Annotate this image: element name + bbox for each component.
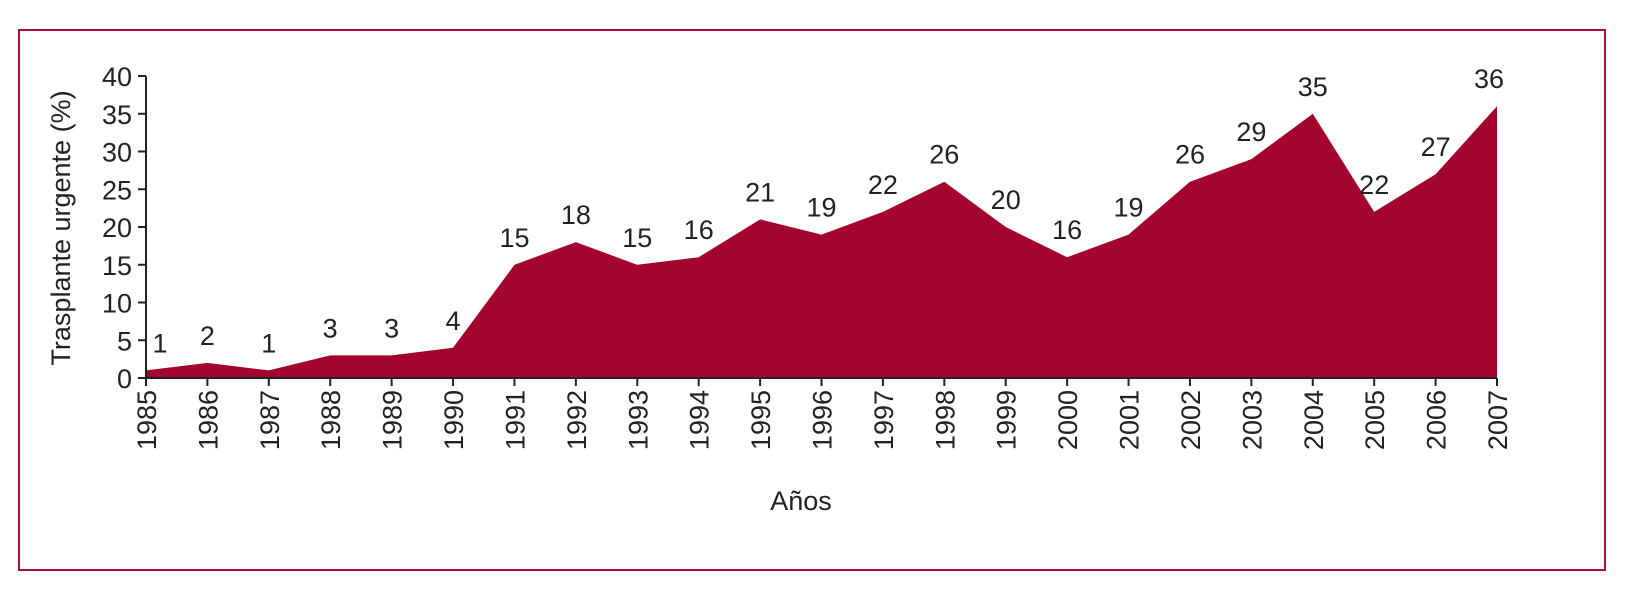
y-tick-label: 30 [102, 138, 132, 168]
y-tick-label: 10 [102, 289, 132, 319]
x-tick-label: 2001 [1115, 390, 1145, 450]
data-label: 35 [1298, 72, 1328, 102]
x-tick-label: 1989 [378, 390, 408, 450]
y-tick-label: 35 [102, 100, 132, 130]
data-label: 22 [1359, 170, 1389, 200]
data-label: 4 [445, 306, 460, 336]
data-label: 19 [806, 193, 836, 223]
data-label: 18 [561, 200, 591, 230]
x-axis-title: Años [770, 486, 832, 516]
x-tick-label: 1985 [132, 390, 162, 450]
axes [138, 75, 1498, 386]
y-tick-labels: 0 5 10 15 20 25 30 35 40 [102, 62, 132, 394]
data-label: 36 [1474, 64, 1504, 94]
x-tick-label: 2000 [1053, 390, 1083, 450]
data-label: 19 [1113, 193, 1143, 223]
y-tick-label: 25 [102, 175, 132, 205]
data-label: 27 [1421, 132, 1451, 162]
y-tick-label: 0 [117, 364, 132, 394]
x-tick-label: 1993 [623, 390, 653, 450]
x-tick-label: 1996 [808, 390, 838, 450]
y-tick-label: 20 [102, 213, 132, 243]
x-tick-label: 1988 [316, 390, 346, 450]
x-tick-label: 1995 [746, 390, 776, 450]
data-label: 3 [384, 313, 399, 343]
y-tick-label: 15 [102, 251, 132, 281]
x-tick-label: 2006 [1422, 390, 1452, 450]
y-axis-title: Trasplante urgente (%) [46, 90, 76, 365]
data-label: 1 [152, 328, 167, 358]
x-tick-label: 2002 [1176, 390, 1206, 450]
data-label: 16 [1052, 215, 1082, 245]
area-layer [146, 106, 1497, 378]
data-label: 16 [684, 215, 714, 245]
data-label: 22 [868, 170, 898, 200]
data-label: 15 [622, 223, 652, 253]
x-tick-label: 2005 [1360, 390, 1390, 450]
data-label: 26 [929, 140, 959, 170]
data-label: 2 [200, 321, 215, 351]
data-label: 15 [499, 223, 529, 253]
x-tick-label: 1991 [501, 390, 531, 450]
x-tick-label: 1999 [992, 390, 1022, 450]
y-tick-label: 40 [102, 62, 132, 92]
x-tick-label: 1998 [930, 390, 960, 450]
x-tick-label: 1997 [869, 390, 899, 450]
x-tick-label: 1994 [685, 390, 715, 450]
y-tick-label: 5 [117, 326, 132, 356]
x-tick-labels: 1985 1986 1987 1988 1989 1990 1991 1992 1993 1994… [132, 390, 1513, 450]
x-tick-label: 1992 [562, 390, 592, 450]
x-tick-label: 2004 [1299, 390, 1329, 450]
area-series [146, 106, 1497, 378]
x-tick-label: 1986 [193, 390, 223, 450]
data-label: 21 [745, 177, 775, 207]
x-tick-label: 2003 [1237, 390, 1267, 450]
data-label: 26 [1175, 140, 1205, 170]
data-label: 3 [323, 313, 338, 343]
data-label: 20 [991, 185, 1021, 215]
chart-frame [18, 29, 1606, 571]
x-tick-label: 2007 [1483, 390, 1513, 450]
data-label: 29 [1236, 117, 1266, 147]
data-label: 1 [261, 328, 276, 358]
x-tick-label: 1987 [255, 390, 285, 450]
x-tick-label: 1990 [439, 390, 469, 450]
